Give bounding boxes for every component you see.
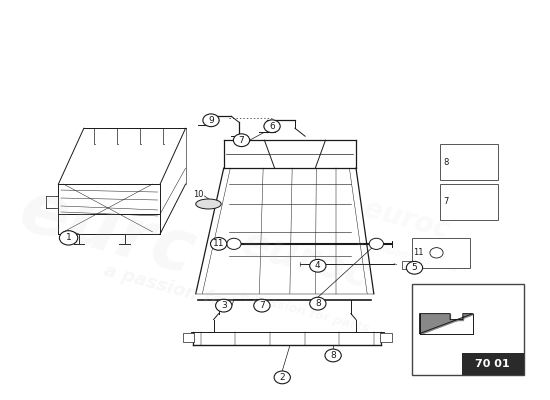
Circle shape [203,114,219,127]
Circle shape [59,231,78,245]
Circle shape [369,238,383,250]
Text: 10: 10 [193,190,204,198]
Text: 4: 4 [315,261,321,270]
Text: 8: 8 [443,158,449,167]
Text: 70 01: 70 01 [475,360,510,370]
Text: 6: 6 [269,122,275,131]
Text: 11: 11 [213,239,224,248]
Text: 7: 7 [443,198,449,206]
Text: a passion for parts: a passion for parts [356,238,458,274]
Text: eurc: eurc [12,176,202,288]
Circle shape [227,238,241,250]
Text: 7: 7 [239,136,244,145]
FancyBboxPatch shape [440,184,498,220]
Text: 1: 1 [65,233,72,242]
FancyBboxPatch shape [440,144,498,180]
Text: euroc: euroc [361,195,453,245]
Circle shape [325,349,341,362]
Circle shape [430,248,443,258]
Text: 7: 7 [259,301,265,310]
FancyBboxPatch shape [183,333,194,342]
Polygon shape [420,314,473,334]
Text: 5: 5 [411,263,417,272]
Text: 11: 11 [413,248,424,257]
FancyBboxPatch shape [402,261,412,268]
Circle shape [274,371,290,384]
Text: 8: 8 [315,299,321,308]
FancyBboxPatch shape [381,333,392,342]
FancyBboxPatch shape [412,238,470,268]
FancyBboxPatch shape [412,284,524,375]
Text: a passion for: a passion for [102,262,234,314]
Circle shape [233,134,250,146]
Circle shape [254,299,270,312]
Text: 3: 3 [221,301,227,310]
Circle shape [264,120,280,133]
Circle shape [406,261,422,274]
Text: a passion for parts: a passion for parts [239,288,371,335]
Text: 2: 2 [279,373,285,382]
Text: 8: 8 [330,351,336,360]
Ellipse shape [196,199,221,209]
Text: euroc: euroc [236,222,374,297]
Circle shape [216,299,232,312]
Circle shape [310,259,326,272]
Text: 9: 9 [208,116,214,125]
Circle shape [310,297,326,310]
FancyBboxPatch shape [463,354,524,375]
Circle shape [211,238,227,250]
